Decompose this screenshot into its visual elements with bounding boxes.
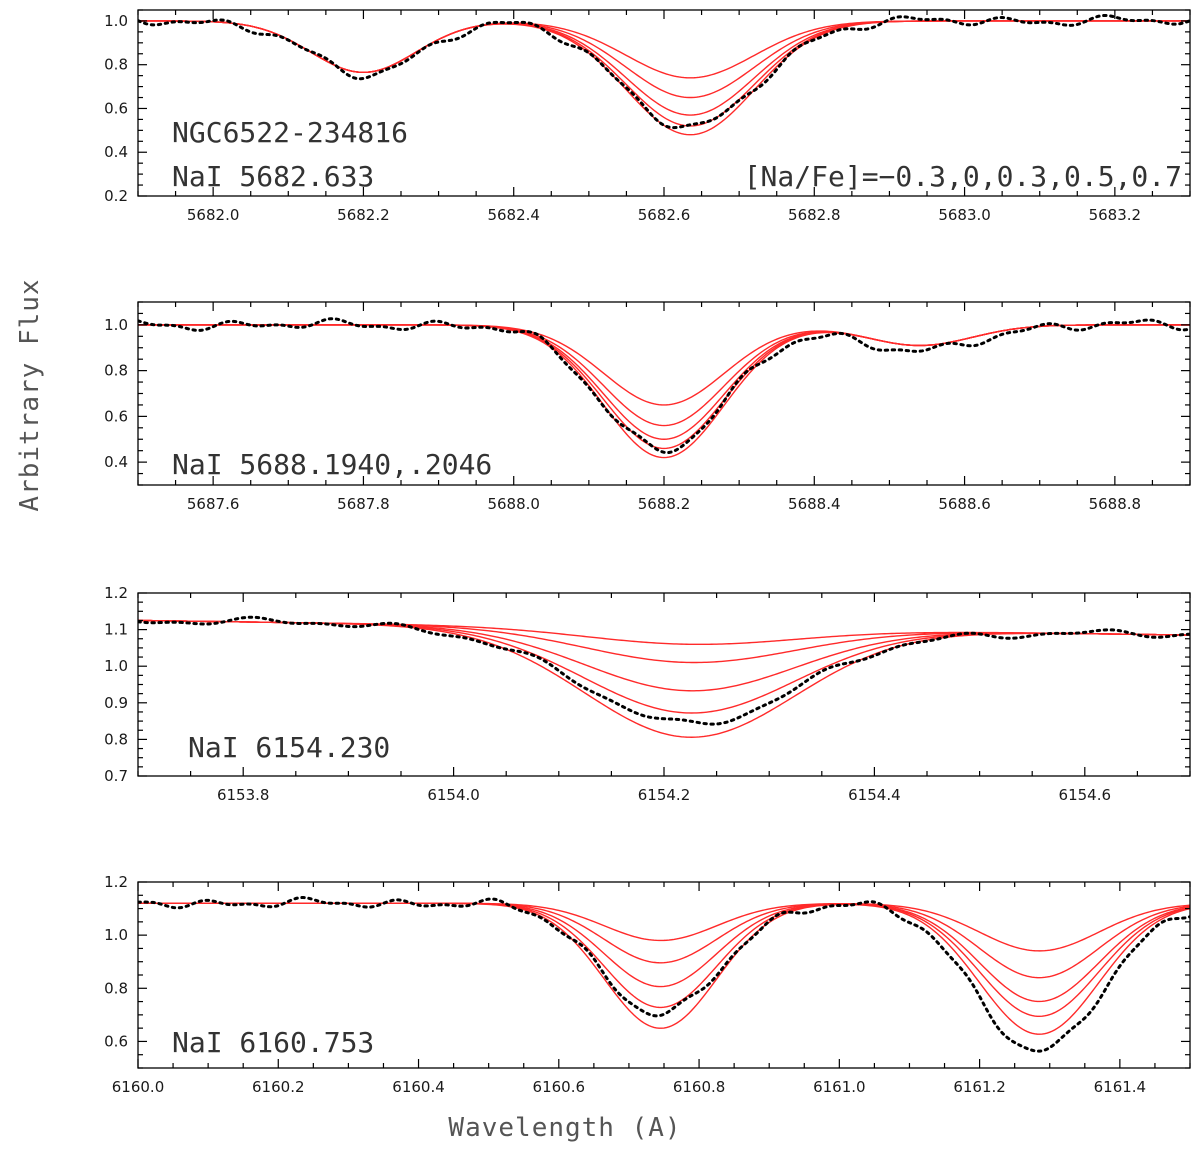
x-tick-label: 6154.4 bbox=[848, 786, 901, 804]
plot-area bbox=[138, 617, 1190, 737]
x-tick-label: 5682.0 bbox=[187, 206, 240, 224]
y-tick-label: 1.0 bbox=[104, 926, 128, 944]
plot-area bbox=[138, 319, 1190, 458]
x-tick-label: 5682.2 bbox=[337, 206, 390, 224]
y-tick-label: 1.1 bbox=[104, 621, 128, 639]
y-tick-label: 0.9 bbox=[104, 694, 128, 712]
x-tick-label: 5688.2 bbox=[638, 495, 691, 513]
y-tick-label: 0.6 bbox=[104, 407, 128, 425]
model-spectrum-3 bbox=[138, 21, 1190, 115]
panel-p1: 5682.0 5682.2 5682.4 5682.6 5682.8 5683.0 5683… bbox=[104, 10, 1190, 224]
x-tick-label: 5688.4 bbox=[788, 495, 841, 513]
x-tick-label: 5682.6 bbox=[638, 206, 691, 224]
y-tick-label: 0.7 bbox=[104, 767, 128, 785]
panel-annotation: [Na/Fe]=−0.3,0,0.3,0.5,0.7 bbox=[744, 160, 1182, 193]
y-tick-label: 0.4 bbox=[104, 453, 128, 471]
y-tick-label: 0.2 bbox=[104, 187, 128, 205]
panel-annotation: NaI 5688.1940,.2046 bbox=[172, 448, 492, 481]
x-tick-label: 5687.8 bbox=[337, 495, 390, 513]
y-tick-label: 1.2 bbox=[104, 873, 128, 891]
panel-p3: 6153.8 6154.0 6154.2 6154.4 6154.6 0.7 0.8 0.9 1… bbox=[104, 584, 1190, 804]
model-spectrum-1 bbox=[138, 325, 1190, 405]
x-tick-label: 6160.2 bbox=[252, 1078, 305, 1096]
y-tick-label: 0.8 bbox=[104, 362, 128, 380]
x-tick-label: 6160.0 bbox=[112, 1078, 165, 1096]
y-tick-label: 1.0 bbox=[104, 316, 128, 334]
model-spectrum-3 bbox=[138, 620, 1190, 690]
x-tick-label: 6154.6 bbox=[1059, 786, 1112, 804]
x-tick-label: 5688.8 bbox=[1089, 495, 1142, 513]
panel-p4: 6160.0 6160.2 6160.4 6160.6 6160.8 6161.0 6161… bbox=[104, 873, 1190, 1096]
y-tick-label: 0.4 bbox=[104, 143, 128, 161]
x-tick-label: 6161.4 bbox=[1094, 1078, 1147, 1096]
y-tick-label: 0.8 bbox=[104, 56, 128, 74]
y-tick-label: 0.6 bbox=[104, 1032, 128, 1050]
x-tick-label: 5682.4 bbox=[487, 206, 540, 224]
model-spectrum-4 bbox=[138, 620, 1190, 713]
model-spectrum-2 bbox=[138, 325, 1190, 426]
panel-annotation: NGC6522-234816 bbox=[172, 116, 408, 149]
y-axis-title: Arbitrary Flux bbox=[15, 278, 45, 511]
model-spectrum-2 bbox=[138, 21, 1190, 98]
x-tick-label: 6154.0 bbox=[427, 786, 480, 804]
y-tick-label: 1.0 bbox=[104, 657, 128, 675]
x-tick-label: 6153.8 bbox=[217, 786, 270, 804]
model-spectrum-5 bbox=[138, 325, 1190, 458]
y-tick-label: 0.6 bbox=[104, 99, 128, 117]
x-tick-label: 6161.2 bbox=[953, 1078, 1006, 1096]
x-tick-label: 5682.8 bbox=[788, 206, 841, 224]
x-tick-label: 5683.2 bbox=[1089, 206, 1142, 224]
y-tick-label: 1.2 bbox=[104, 584, 128, 602]
panel-annotation: NaI 5682.633 bbox=[172, 160, 374, 193]
x-tick-label: 5683.0 bbox=[938, 206, 991, 224]
model-spectrum-1 bbox=[138, 903, 1190, 951]
y-tick-label: 0.8 bbox=[104, 979, 128, 997]
y-tick-label: 1.0 bbox=[104, 12, 128, 30]
y-tick-label: 0.8 bbox=[104, 730, 128, 748]
model-spectrum-1 bbox=[138, 21, 1190, 78]
x-tick-label: 5688.6 bbox=[938, 495, 991, 513]
x-tick-label: 6154.2 bbox=[638, 786, 691, 804]
observed-spectrum bbox=[138, 15, 1190, 127]
model-spectrum-4 bbox=[138, 325, 1190, 449]
x-axis-title: Wavelength (A) bbox=[448, 1113, 681, 1143]
x-tick-label: 6160.4 bbox=[392, 1078, 445, 1096]
model-spectrum-4 bbox=[138, 903, 1190, 1016]
model-spectrum-3 bbox=[138, 903, 1190, 1001]
x-tick-label: 6160.6 bbox=[533, 1078, 586, 1096]
x-tick-label: 6161.0 bbox=[813, 1078, 866, 1096]
observed-spectrum bbox=[138, 319, 1190, 453]
x-tick-label: 5688.0 bbox=[487, 495, 540, 513]
panel-annotation: NaI 6160.753 bbox=[172, 1026, 374, 1059]
panel-annotation: NaI 6154.230 bbox=[188, 731, 390, 764]
panel-p2: 5687.6 5687.8 5688.0 5688.2 5688.4 5688.6 5688… bbox=[104, 302, 1190, 513]
x-tick-label: 6160.8 bbox=[673, 1078, 726, 1096]
model-spectrum-3 bbox=[138, 325, 1190, 439]
x-tick-label: 5687.6 bbox=[187, 495, 240, 513]
model-spectrum-2 bbox=[138, 620, 1190, 662]
